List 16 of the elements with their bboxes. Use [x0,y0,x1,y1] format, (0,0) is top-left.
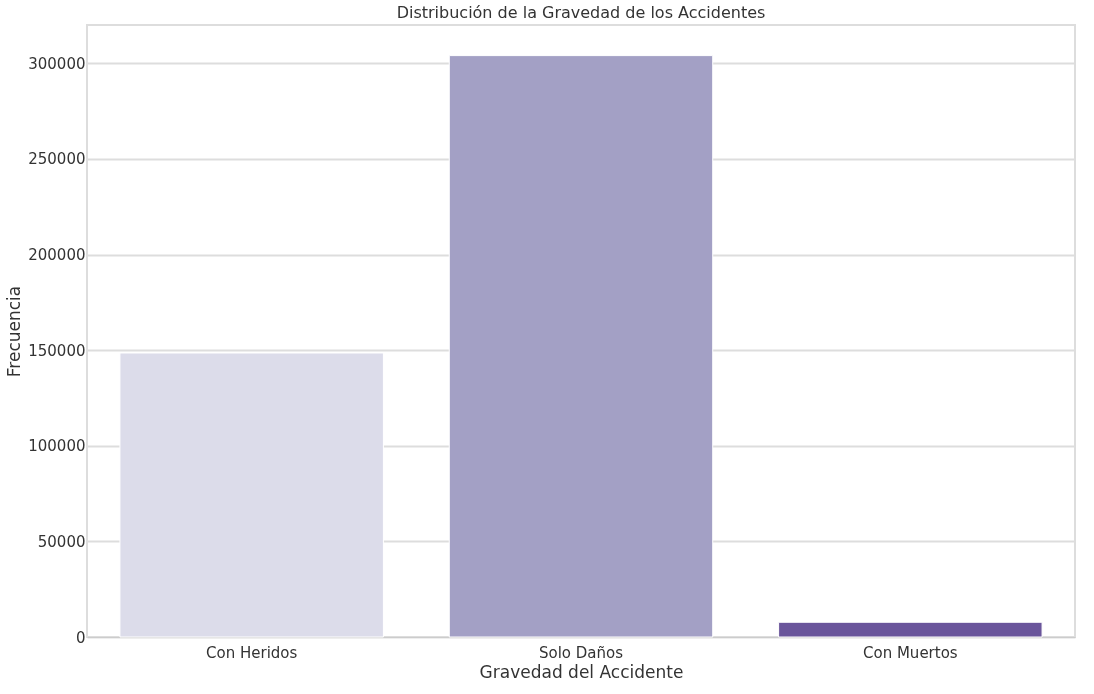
x-axis-title: Gravedad del Accidente [479,661,684,682]
y-tick-label: 100000 [28,437,86,456]
y-axis-title: Frecuencia [4,285,25,378]
x-tick-label: Con Muertos [863,643,958,662]
y-tick-label: 250000 [28,150,86,169]
y-tick-label: 150000 [28,341,86,360]
x-tick-label: Solo Daños [538,643,624,662]
bar [448,55,714,638]
chart-title: Distribución de la Gravedad de los Accidentes [396,3,766,22]
y-tick-label: 50000 [37,532,86,551]
y-tick-label: 200000 [28,246,86,264]
x-tick-label: Con Heridos [206,643,298,662]
y-tick-label: 0 [75,628,86,647]
bar [778,621,1043,638]
bar [119,352,384,638]
y-tick-label: 300000 [28,54,86,73]
